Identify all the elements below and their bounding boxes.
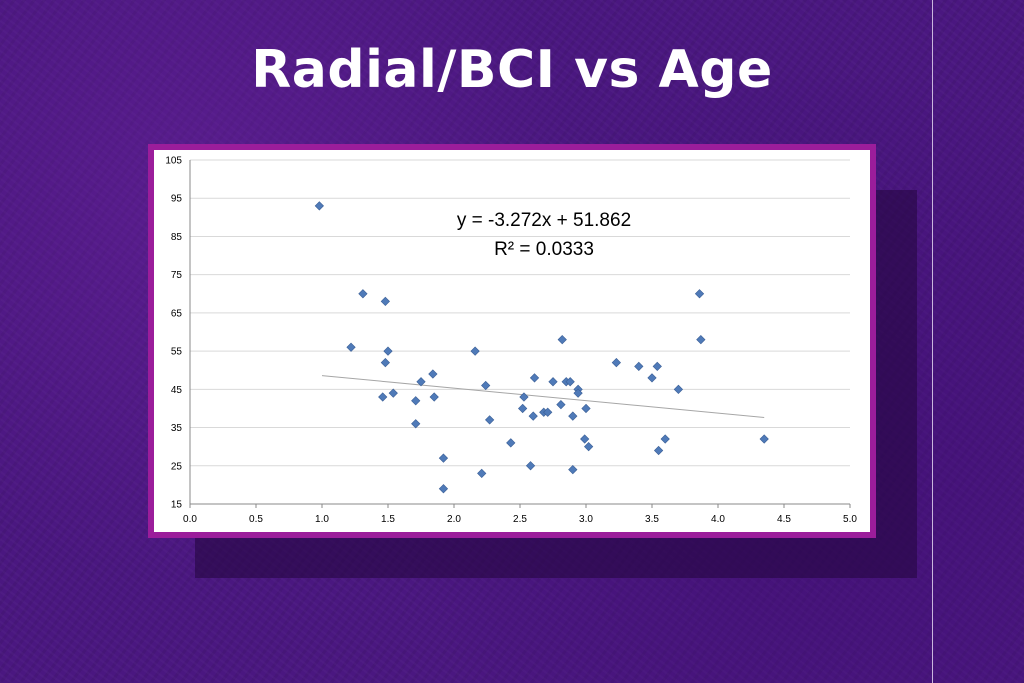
data-point xyxy=(439,485,447,493)
data-point xyxy=(471,347,479,355)
data-point xyxy=(569,412,577,420)
x-tick-label: 4.0 xyxy=(711,514,725,525)
y-tick-label: 45 xyxy=(171,385,183,396)
data-point xyxy=(653,362,661,370)
data-point xyxy=(439,454,447,462)
data-point xyxy=(430,393,438,401)
data-point xyxy=(526,462,534,470)
x-tick-label: 0.5 xyxy=(249,514,263,525)
data-point xyxy=(549,377,557,385)
data-point xyxy=(315,202,323,210)
data-point xyxy=(529,412,537,420)
data-point xyxy=(507,439,515,447)
data-point xyxy=(379,393,387,401)
chart-area: 15 25 35 45 55 65 75 85 95 105 0.0 0.5 1.0 1.5 2.0 2.5 3… xyxy=(154,150,870,532)
trendline-equation: y = -3.272x + 51.862 xyxy=(457,210,631,231)
y-tick-label: 35 xyxy=(171,423,183,434)
data-point xyxy=(381,297,389,305)
data-point xyxy=(569,465,577,473)
data-point xyxy=(648,374,656,382)
y-tick-label: 95 xyxy=(171,194,183,205)
data-point xyxy=(384,347,392,355)
slide-edge-line xyxy=(932,0,933,683)
x-tick-label: 3.0 xyxy=(579,514,593,525)
data-point xyxy=(580,435,588,443)
data-point xyxy=(558,335,566,343)
trendline-r-squared: R² = 0.0333 xyxy=(494,239,594,260)
chart-frame: 15 25 35 45 55 65 75 85 95 105 0.0 0.5 1.0 1.5 2.0 2.5 3… xyxy=(148,144,876,538)
data-point xyxy=(760,435,768,443)
data-point xyxy=(412,397,420,405)
data-point xyxy=(359,290,367,298)
data-point xyxy=(412,420,420,428)
data-point xyxy=(530,374,538,382)
y-tick-label: 25 xyxy=(171,461,183,472)
data-point xyxy=(635,362,643,370)
data-point xyxy=(478,469,486,477)
y-tick-label: 85 xyxy=(171,232,183,243)
slide-title: Radial/BCI vs Age xyxy=(0,40,1024,100)
data-point xyxy=(429,370,437,378)
y-tick-label: 65 xyxy=(171,308,183,319)
scatter-chart: 15 25 35 45 55 65 75 85 95 105 0.0 0.5 1.0 1.5 2.0 2.5 3… xyxy=(154,150,870,532)
x-tick-label: 2.5 xyxy=(513,514,527,525)
x-tick-label: 3.5 xyxy=(645,514,659,525)
x-tick-label: 1.0 xyxy=(315,514,329,525)
data-point xyxy=(347,343,355,351)
y-tick-label: 105 xyxy=(165,156,182,167)
data-point xyxy=(518,404,526,412)
data-point xyxy=(661,435,669,443)
data-point xyxy=(697,335,705,343)
data-point xyxy=(389,389,397,397)
data-point xyxy=(557,400,565,408)
data-point xyxy=(485,416,493,424)
data-point xyxy=(584,442,592,450)
y-tick-label: 75 xyxy=(171,270,183,281)
x-tick-label: 4.5 xyxy=(777,514,791,525)
data-point xyxy=(381,358,389,366)
data-point xyxy=(654,446,662,454)
data-point xyxy=(695,290,703,298)
data-point xyxy=(582,404,590,412)
x-tick-label: 2.0 xyxy=(447,514,461,525)
x-tick-label: 5.0 xyxy=(843,514,857,525)
y-tick-label: 15 xyxy=(171,500,183,511)
data-point xyxy=(481,381,489,389)
x-tick-label: 0.0 xyxy=(183,514,197,525)
x-tick-label: 1.5 xyxy=(381,514,395,525)
data-point xyxy=(612,358,620,366)
data-point xyxy=(674,385,682,393)
y-tick-label: 55 xyxy=(171,347,183,358)
